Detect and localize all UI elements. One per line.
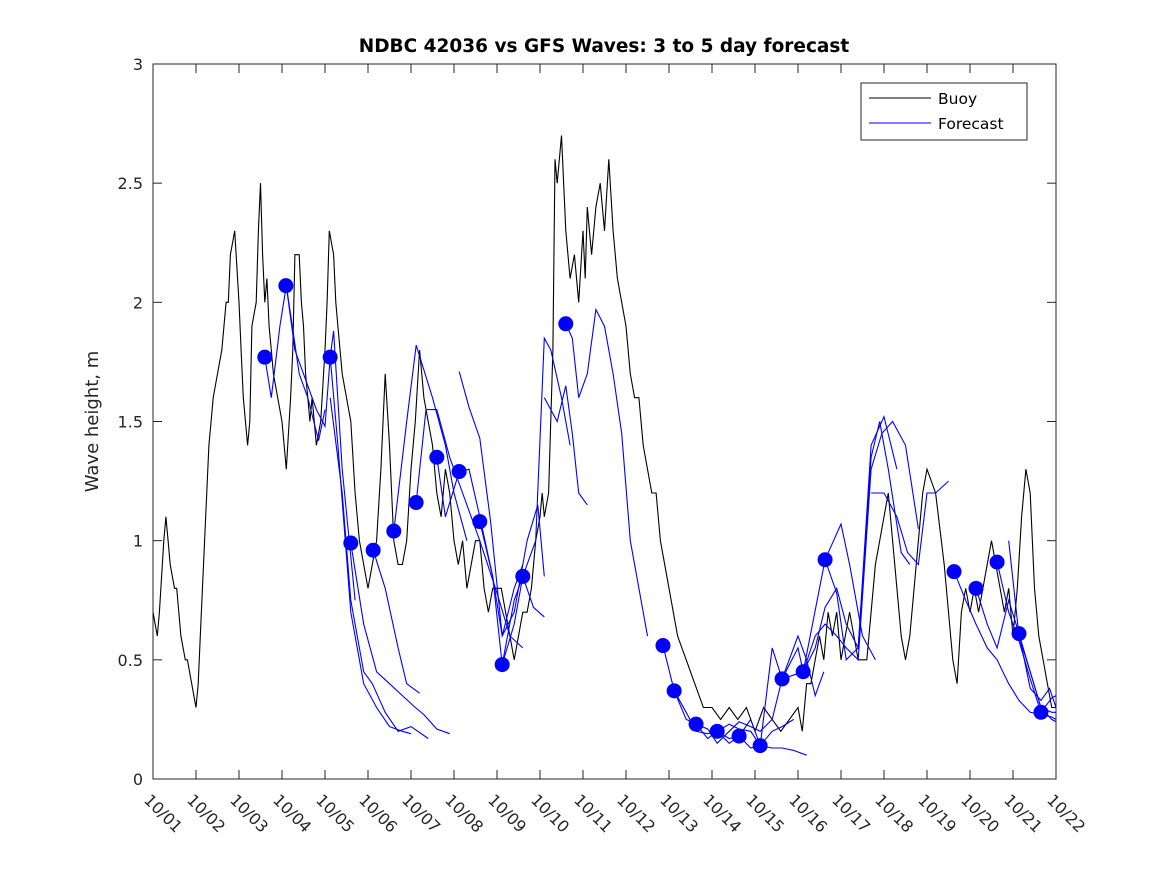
forecast-line-6: [393, 345, 468, 541]
forecast-start-marker: [257, 349, 273, 365]
forecast-start-marker: [817, 552, 833, 568]
forecast-start-marker: [365, 542, 381, 558]
forecast-start-marker: [989, 554, 1005, 570]
forecast-start-marker: [709, 723, 725, 739]
forecast-start-marker: [343, 535, 359, 551]
forecast-line-11: [501, 336, 571, 665]
forecast-start-marker: [429, 449, 445, 465]
forecast-start-marker: [472, 514, 488, 530]
forecast-start-marker: [451, 464, 467, 480]
forecast-start-marker: [655, 638, 671, 654]
forecast-line-5: [372, 550, 420, 694]
y-axis-label: Wave height, m: [82, 351, 103, 492]
forecast-start-marker: [1033, 704, 1049, 720]
y-tick-label: 1.5: [118, 413, 143, 432]
forecast-start-marker: [946, 564, 962, 580]
forecast-start-marker: [752, 738, 768, 754]
y-tick-label: 0.5: [118, 651, 143, 670]
forecast-line-3: [329, 397, 429, 739]
forecast-start-marker: [558, 316, 574, 332]
forecast-line-24: [996, 561, 1056, 714]
forecast-start-marker: [515, 568, 531, 584]
y-tick-label: 1: [133, 532, 143, 551]
y-tick-label: 3: [133, 55, 143, 74]
forecast-line-26: [1018, 633, 1056, 708]
forecast-line-10: [479, 521, 545, 665]
forecast-line-18: [781, 415, 898, 680]
forecast-start-marker: [795, 664, 811, 680]
legend-box: [860, 82, 1028, 141]
forecast-start-marker: [774, 671, 790, 687]
forecast-line-25: [1008, 540, 1056, 723]
forecast-start-marker: [386, 523, 402, 539]
forecast-line-21: [871, 480, 949, 566]
forecast-line-12: [543, 385, 588, 506]
forecast-line-19: [802, 420, 919, 672]
forecast-start-marker: [494, 657, 510, 673]
y-tick-label: 2: [133, 293, 143, 312]
buoy-line: [153, 135, 1056, 733]
forecast-line-13: [565, 307, 649, 637]
y-tick-label: 0: [133, 770, 143, 789]
forecast-line-20: [824, 421, 911, 661]
forecast-start-marker: [1011, 626, 1027, 642]
legend: Buoy Forecast: [860, 82, 1028, 141]
forecast-line-16: [695, 634, 825, 745]
forecast-line-1: [285, 285, 356, 601]
forecast-start-marker: [731, 728, 747, 744]
forecast-start-marker: [322, 349, 338, 365]
forecast-start-marker: [278, 278, 294, 294]
chart-title: NDBC 42036 vs GFS Waves: 3 to 5 day fore…: [359, 36, 850, 57]
legend-label-forecast: Forecast: [938, 115, 1004, 133]
forecast-start-marker: [408, 495, 424, 511]
forecast-line-4: [350, 542, 450, 735]
forecast-start-marker: [666, 683, 682, 699]
legend-label-buoy: Buoy: [938, 90, 977, 108]
forecast-start-marker: [688, 716, 704, 732]
forecast-line-9: [458, 371, 545, 638]
forecast-start-marker: [968, 580, 984, 596]
y-tick-label: 2.5: [118, 174, 143, 193]
